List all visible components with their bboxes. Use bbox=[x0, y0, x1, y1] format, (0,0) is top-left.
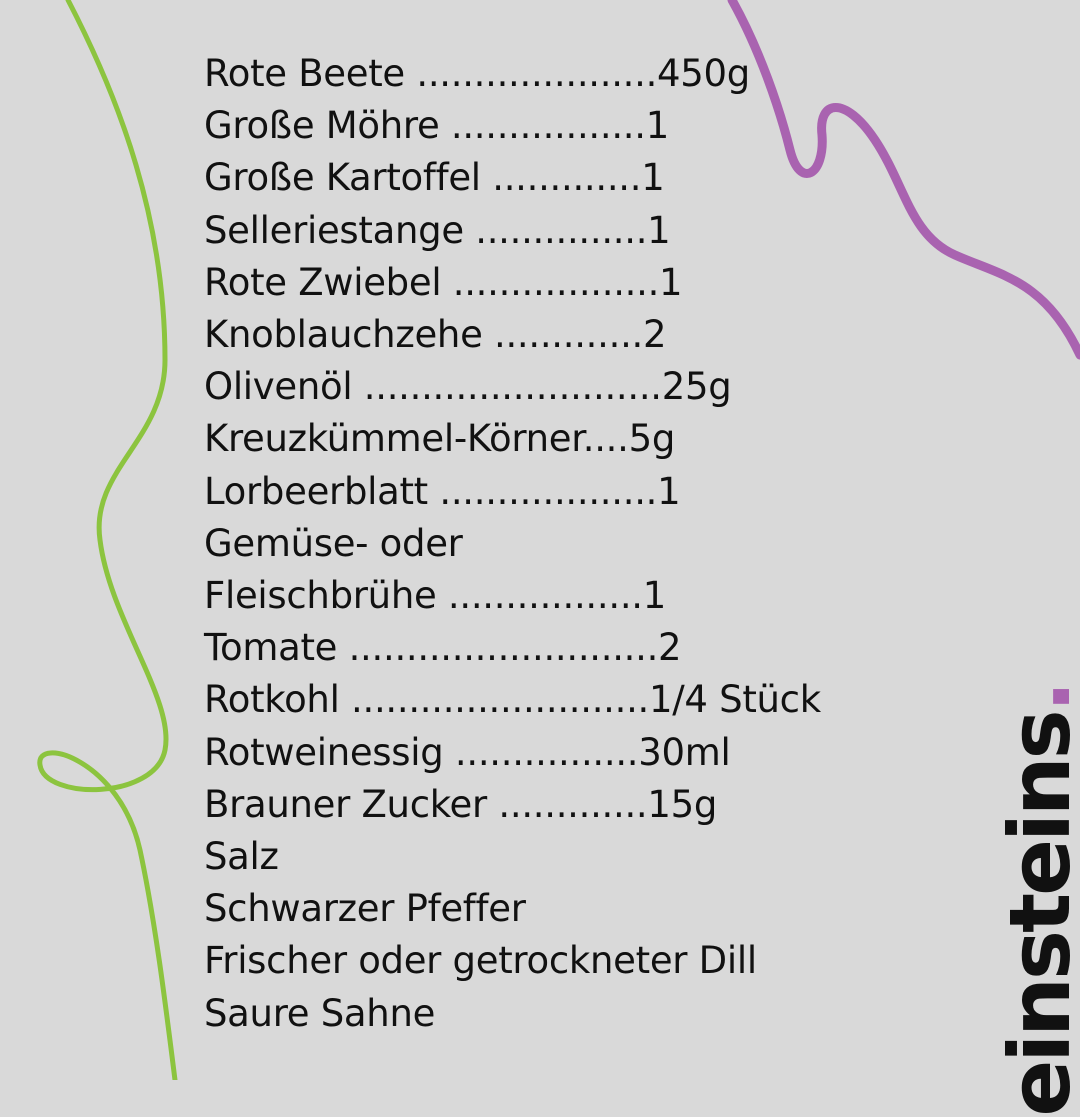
ingredient-item: Frischer oder getrockneter Dill bbox=[204, 939, 757, 983]
ingredient-item: Fleischbrühe .................1 bbox=[204, 574, 666, 618]
purple-wave-line bbox=[727, 0, 1080, 360]
logo-wordmark: einsteins bbox=[991, 712, 1080, 1117]
ingredient-item: Brauner Zucker .............15g bbox=[204, 782, 718, 826]
ingredient-list: Rote Beete .....................450g Gro… bbox=[204, 48, 821, 1040]
einsteins-logo: einsteins. bbox=[991, 683, 1080, 1116]
ingredient-item: Rotkohl ..........................1/4 St… bbox=[204, 678, 821, 722]
ingredient-item: Rote Zwiebel ..................1 bbox=[204, 260, 683, 304]
ingredient-item: Selleriestange ...............1 bbox=[204, 208, 671, 252]
recipe-ingredients-card: Rote Beete .....................450g Gro… bbox=[37, 0, 1080, 1117]
ingredient-item: Große Möhre .................1 bbox=[204, 104, 669, 148]
decorative-curves bbox=[37, 0, 1080, 1080]
ingredient-item: Saure Sahne bbox=[204, 991, 436, 1035]
ingredient-item: Tomate ...........................2 bbox=[204, 626, 682, 670]
ingredient-item: Kreuzkümmel-Körner....5g bbox=[204, 417, 676, 461]
ingredient-item: Schwarzer Pfeffer bbox=[204, 887, 526, 931]
ingredient-item: Rote Beete .....................450g bbox=[204, 52, 750, 95]
green-wave-line bbox=[37, 0, 178, 1080]
ingredient-item: Lorbeerblatt ...................1 bbox=[204, 469, 681, 513]
ingredient-item: Knoblauchzehe .............2 bbox=[204, 313, 667, 357]
ingredient-item: Olivenöl ..........................25g bbox=[204, 365, 732, 409]
ingredient-item: Große Kartoffel .............1 bbox=[204, 156, 665, 200]
ingredient-item: Gemüse- oder bbox=[204, 521, 463, 565]
ingredient-item: Rotweinessig ................30ml bbox=[204, 730, 731, 774]
logo-dot: . bbox=[991, 683, 1080, 713]
ingredient-item: Salz bbox=[204, 835, 279, 879]
